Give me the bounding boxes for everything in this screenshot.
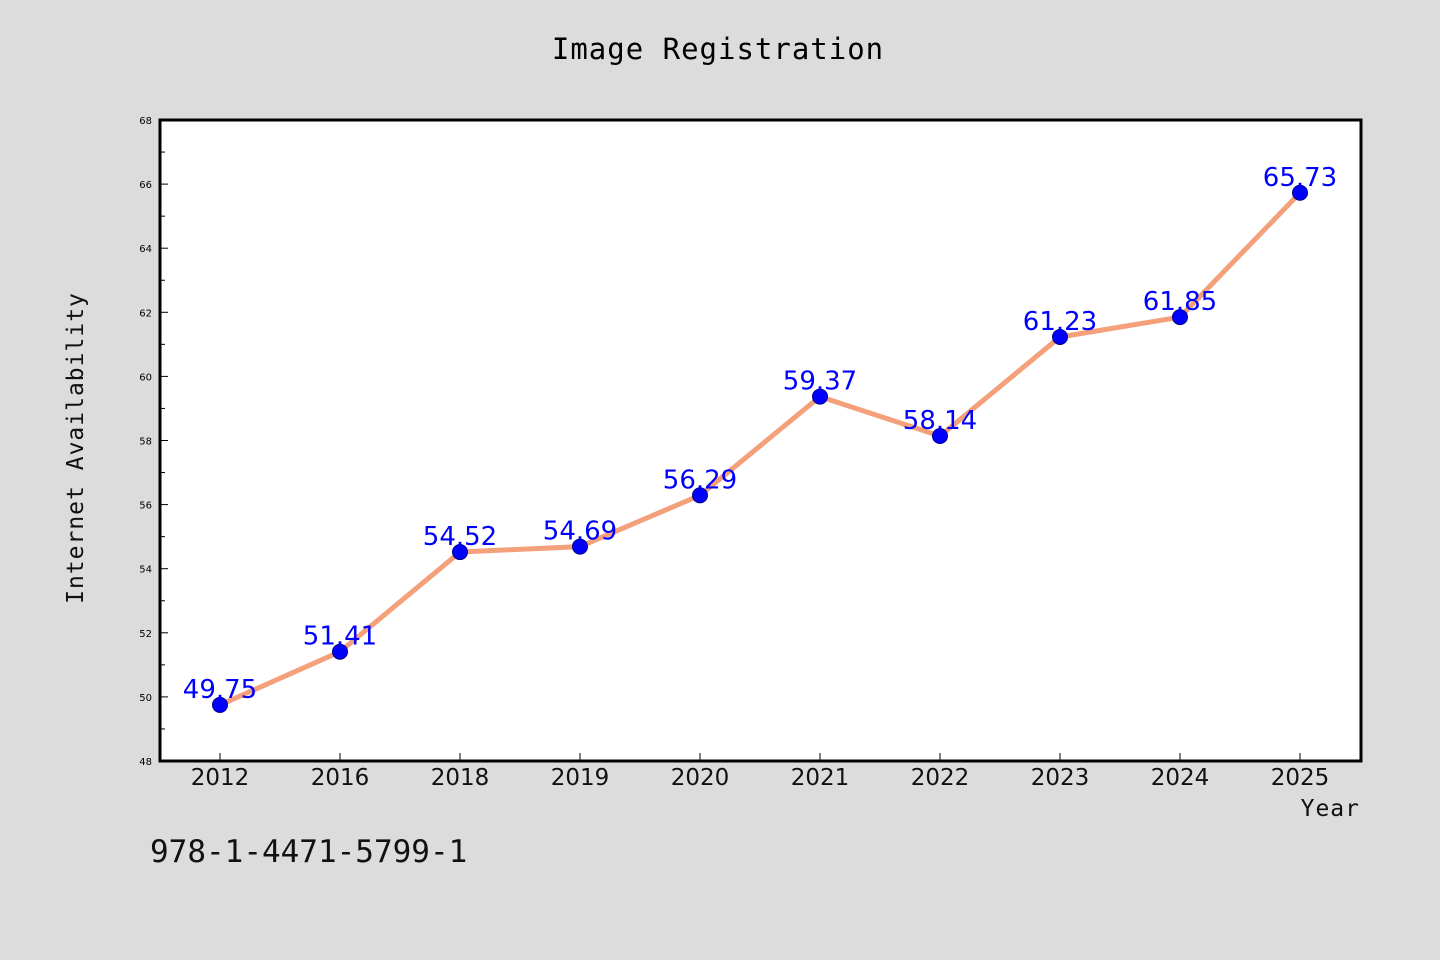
series-layer: 49.75 51.41 54.52 54.69 56.29 59.37 58.14 61.23… bbox=[183, 163, 1337, 713]
data-label: 59.37 bbox=[783, 367, 857, 397]
chart-title: Image Registration bbox=[551, 32, 885, 66]
y-tick-label: 62 bbox=[139, 308, 152, 319]
data-label: 58.14 bbox=[903, 406, 977, 436]
data-label: 51.41 bbox=[303, 622, 377, 652]
y-tick-label: 56 bbox=[139, 501, 152, 512]
y-tick-label: 58 bbox=[139, 437, 152, 448]
plot-area bbox=[158, 118, 1363, 763]
y-tick-label: 54 bbox=[139, 565, 152, 576]
x-tick-label: 2025 bbox=[1271, 765, 1330, 791]
x-axis-label: Year bbox=[1300, 796, 1360, 822]
y-tick-label: 68 bbox=[139, 116, 152, 127]
x-tick-label: 2023 bbox=[1031, 765, 1090, 791]
data-label: 54.52 bbox=[423, 522, 497, 552]
data-label: 61.23 bbox=[1023, 307, 1097, 337]
x-tick-label: 2020 bbox=[671, 765, 730, 791]
y-tick-label: 50 bbox=[139, 693, 152, 704]
x-axis-ticks: 2012 2016 2018 2019 2020 2021 2022 2023 2024 2025 bbox=[191, 753, 1330, 791]
data-label: 65.73 bbox=[1263, 163, 1337, 193]
y-axis-ticks: 48 50 52 54 56 58 60 62 64 66 68 bbox=[139, 116, 168, 768]
y-tick-label: 66 bbox=[139, 180, 152, 191]
data-label: 61.85 bbox=[1143, 287, 1217, 317]
data-point bbox=[692, 487, 708, 504]
data-point bbox=[332, 643, 348, 660]
x-tick-label: 2016 bbox=[311, 765, 370, 791]
x-tick-label: 2021 bbox=[791, 765, 850, 791]
x-tick-label: 2019 bbox=[551, 765, 610, 791]
data-point bbox=[932, 428, 948, 445]
data-point bbox=[212, 696, 228, 713]
data-point bbox=[452, 544, 468, 561]
data-point bbox=[812, 388, 828, 405]
data-label: 56.29 bbox=[663, 465, 737, 495]
data-point bbox=[1172, 309, 1188, 326]
x-tick-label: 2012 bbox=[191, 765, 250, 791]
isbn-annotation: 978-1-4471-5799-1 bbox=[150, 834, 468, 870]
y-tick-label: 64 bbox=[139, 244, 152, 255]
x-tick-label: 2018 bbox=[431, 765, 490, 791]
series-line bbox=[217, 190, 1303, 708]
x-tick-label: 2022 bbox=[911, 765, 970, 791]
y-tick-label: 60 bbox=[139, 372, 152, 383]
data-point bbox=[572, 538, 588, 555]
y-tick-label: 52 bbox=[139, 629, 152, 640]
y-tick-label: 48 bbox=[139, 757, 152, 768]
data-point bbox=[1052, 328, 1068, 345]
data-label: 54.69 bbox=[543, 517, 617, 547]
data-label: 49.75 bbox=[183, 675, 257, 705]
x-tick-label: 2024 bbox=[1151, 765, 1210, 791]
data-point bbox=[1292, 184, 1308, 201]
